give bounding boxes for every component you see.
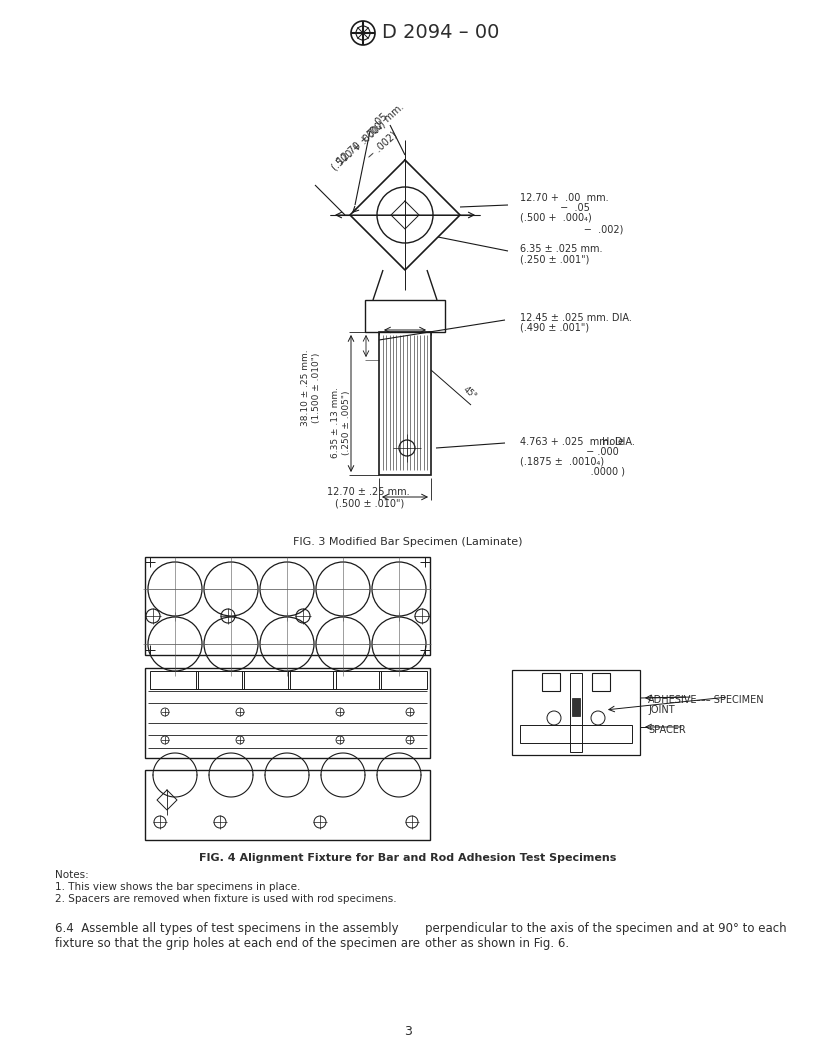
Text: (.250 ± .005"): (.250 ± .005") [342,391,351,455]
Text: 38.10 ± .25 mm.: 38.10 ± .25 mm. [300,350,309,427]
Bar [333,671,381,689]
Text: − .05: − .05 [345,112,390,154]
Text: −  .05: − .05 [532,203,590,213]
Bar [520,725,632,743]
Bar [592,673,610,691]
Bar [150,671,198,689]
Text: (.250 ± .001"): (.250 ± .001") [520,254,589,264]
Text: 6.4  Assemble all types of test specimens in the assembly
fixture so that the gr: 6.4 Assemble all types of test specimens… [55,922,420,950]
Text: 12.70 +  .00  mm.: 12.70 + .00 mm. [520,193,609,203]
Text: Notes:: Notes: [55,870,89,880]
Text: 4.763 + .025  mm. DIA.: 4.763 + .025 mm. DIA. [520,437,635,447]
Bar [287,671,335,689]
Text: ADHESIVE: ADHESIVE [648,695,698,705]
Bar [570,673,582,752]
Text: 12.45 ± .025 mm. DIA.: 12.45 ± .025 mm. DIA. [520,313,632,323]
Text: 12.70 ± .25 mm.: 12.70 ± .25 mm. [327,487,410,497]
Text: ––– SPECIMEN: ––– SPECIMEN [696,695,764,705]
Bar [365,300,445,332]
Text: 6.35 ± .13 mm.: 6.35 ± .13 mm. [330,388,339,458]
Text: − .000: − .000 [558,447,619,457]
Text: −  .002): − .002) [540,224,623,234]
Text: FIG. 4 Alignment Fixture for Bar and Rod Adhesion Test Specimens: FIG. 4 Alignment Fixture for Bar and Rod… [199,853,617,863]
Text: (.500 ± .010"): (.500 ± .010") [335,499,404,509]
Text: 12.70 + .00  mm.: 12.70 + .00 mm. [336,102,406,167]
Text: (.490 ± .001"): (.490 ± .001") [520,323,589,333]
Text: Hole: Hole [602,437,624,447]
Bar [145,668,430,758]
Text: (.500 + .000₄): (.500 + .000₄) [330,119,388,172]
Bar [196,671,244,689]
Text: − .002): − .002) [340,130,399,185]
Text: (.1875 ±  .0010₄): (.1875 ± .0010₄) [520,457,604,467]
Bar [542,673,560,691]
Text: JOINT: JOINT [648,705,675,715]
Text: 3: 3 [404,1025,412,1038]
Text: perpendicular to the axis of the specimen and at 90° to each
other as shown in F: perpendicular to the axis of the specime… [425,922,787,950]
Text: D 2094 – 00: D 2094 – 00 [382,23,499,42]
Text: 6.35 ± .025 mm.: 6.35 ± .025 mm. [520,244,602,254]
Bar [379,671,427,689]
Text: .0000 ): .0000 ) [550,467,625,477]
Bar [512,670,640,755]
Bar [145,770,430,840]
Text: 2. Spacers are removed when fixture is used with rod specimens.: 2. Spacers are removed when fixture is u… [55,894,397,904]
Text: SPACER: SPACER [648,725,685,735]
Bar [572,698,580,716]
Bar [379,332,431,475]
Text: FIG. 3 Modified Bar Specimen (Laminate): FIG. 3 Modified Bar Specimen (Laminate) [293,538,523,547]
Text: (1.500 ± .010"): (1.500 ± .010") [313,353,322,423]
Text: 1. This view shows the bar specimens in place.: 1. This view shows the bar specimens in … [55,882,300,892]
Bar [242,671,290,689]
Text: (.500 +  .000₄): (.500 + .000₄) [520,213,592,223]
Text: 45°: 45° [461,385,478,401]
Bar [145,557,430,655]
